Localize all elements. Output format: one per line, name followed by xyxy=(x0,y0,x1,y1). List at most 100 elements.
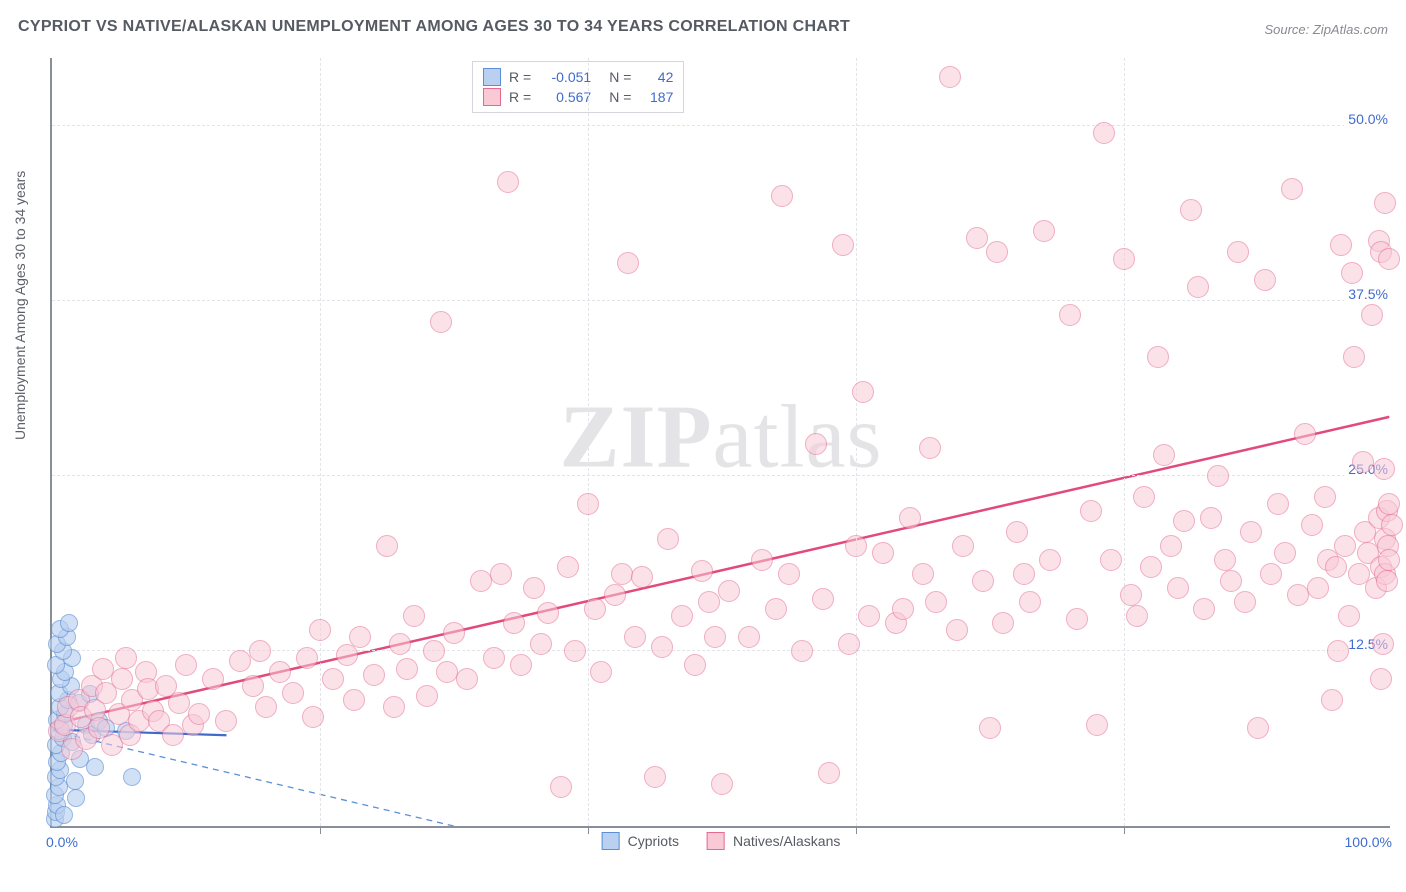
natives-point xyxy=(242,675,264,697)
natives-point xyxy=(282,682,304,704)
natives-point xyxy=(925,591,947,613)
natives-point xyxy=(1033,220,1055,242)
natives-point xyxy=(1378,549,1400,571)
natives-point xyxy=(751,549,773,571)
natives-point xyxy=(791,640,813,662)
natives-legend-swatch xyxy=(707,832,725,850)
correlation-stats-box: R =-0.051N =42R =0.567N =187 xyxy=(472,61,684,113)
natives-point xyxy=(1066,608,1088,630)
y-axis-label: Unemployment Among Ages 30 to 34 years xyxy=(12,171,28,440)
natives-point xyxy=(992,612,1014,634)
natives-point xyxy=(1019,591,1041,613)
natives-point xyxy=(1274,542,1296,564)
natives-point xyxy=(336,644,358,666)
natives-point xyxy=(1100,549,1122,571)
natives-point xyxy=(537,602,559,624)
natives-point xyxy=(503,612,525,634)
natives-point xyxy=(832,234,854,256)
natives-point xyxy=(1370,668,1392,690)
source-attribution: Source: ZipAtlas.com xyxy=(1264,22,1388,37)
cypriots-point xyxy=(60,614,78,632)
natives-point xyxy=(1006,521,1028,543)
legend-label: Natives/Alaskans xyxy=(733,833,840,849)
natives-point xyxy=(852,381,874,403)
natives-point xyxy=(1059,304,1081,326)
natives-point xyxy=(1343,346,1365,368)
natives-point xyxy=(611,563,633,585)
y-tick-label: 37.5% xyxy=(1344,286,1392,302)
natives-point xyxy=(1334,535,1356,557)
natives-point xyxy=(858,605,880,627)
scatter-plot: ZIPatlas R =-0.051N =42R =0.567N =187 Cy… xyxy=(50,58,1390,828)
natives-point xyxy=(1180,199,1202,221)
natives-point xyxy=(838,633,860,655)
legend-label: Cypriots xyxy=(628,833,679,849)
natives-point xyxy=(296,647,318,669)
natives-point xyxy=(1120,584,1142,606)
cypriots-point xyxy=(66,772,84,790)
natives-point xyxy=(302,706,324,728)
natives-point xyxy=(249,640,271,662)
natives-point xyxy=(1193,598,1215,620)
natives-point xyxy=(1200,507,1222,529)
cypriots-point xyxy=(86,758,104,776)
natives-point xyxy=(1147,346,1169,368)
natives-point xyxy=(550,776,572,798)
natives-point xyxy=(899,507,921,529)
natives-point xyxy=(1352,451,1374,473)
natives-point xyxy=(229,650,251,672)
cypriots-point xyxy=(67,789,85,807)
natives-point xyxy=(1133,486,1155,508)
natives-point xyxy=(470,570,492,592)
natives-point xyxy=(1086,714,1108,736)
natives-point xyxy=(1341,262,1363,284)
natives-point xyxy=(1281,178,1303,200)
cypriots-swatch xyxy=(483,68,501,86)
natives-point xyxy=(497,171,519,193)
natives-point xyxy=(771,185,793,207)
natives-point xyxy=(162,724,184,746)
natives-point xyxy=(684,654,706,676)
trend-lines-layer xyxy=(52,58,1390,826)
natives-point xyxy=(738,626,760,648)
natives-point xyxy=(718,580,740,602)
n-value: 42 xyxy=(639,69,673,85)
x-tick-mark xyxy=(1124,826,1125,834)
natives-point xyxy=(1080,500,1102,522)
natives-point xyxy=(343,689,365,711)
natives-point xyxy=(1254,269,1276,291)
natives-point xyxy=(952,535,974,557)
natives-point xyxy=(1126,605,1148,627)
natives-point xyxy=(617,252,639,274)
natives-point xyxy=(1173,510,1195,532)
natives-point xyxy=(872,542,894,564)
natives-point xyxy=(966,227,988,249)
natives-point xyxy=(704,626,726,648)
natives-point xyxy=(1013,563,1035,585)
cypriots-point xyxy=(55,806,73,824)
natives-point xyxy=(1260,563,1282,585)
horizontal-gridline xyxy=(52,475,1390,476)
natives-point xyxy=(1381,514,1403,536)
natives-point xyxy=(845,535,867,557)
n-value: 187 xyxy=(639,89,673,105)
natives-point xyxy=(651,636,673,658)
natives-point xyxy=(1093,122,1115,144)
natives-point xyxy=(423,640,445,662)
chart-title: CYPRIOT VS NATIVE/ALASKAN UNEMPLOYMENT A… xyxy=(18,18,850,36)
natives-point xyxy=(349,626,371,648)
x-tick-mark xyxy=(320,826,321,834)
series-legend: Cypriots Natives/Alaskans xyxy=(602,832,841,850)
natives-point xyxy=(202,668,224,690)
natives-point xyxy=(631,566,653,588)
natives-point xyxy=(1267,493,1289,515)
natives-point xyxy=(530,633,552,655)
x-tick-mark xyxy=(856,826,857,834)
r-label: R = xyxy=(509,69,531,85)
natives-point xyxy=(1314,486,1336,508)
n-label: N = xyxy=(609,89,631,105)
natives-point xyxy=(604,584,626,606)
natives-point xyxy=(1113,248,1135,270)
x-axis-min-label: 0.0% xyxy=(46,834,78,850)
natives-point xyxy=(1327,640,1349,662)
